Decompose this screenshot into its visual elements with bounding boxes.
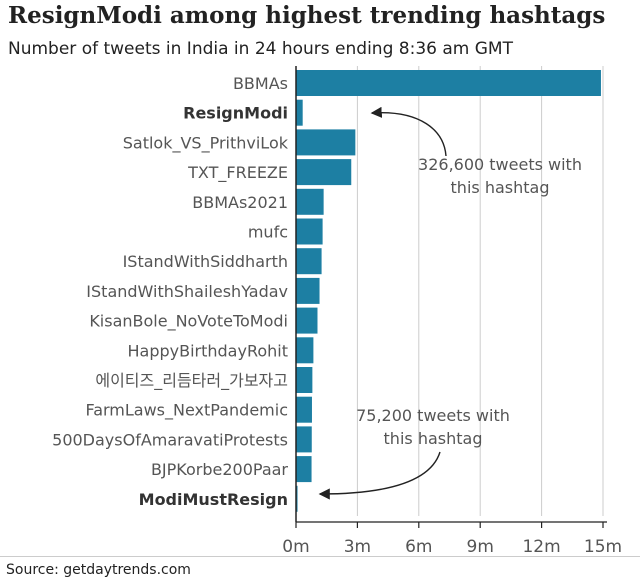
category-label: 500DaysOfAmaravatiProtests xyxy=(52,430,288,449)
bar-chart: BBMAs ResignModi Satlok_VS_PrithviLok TXT_F… xyxy=(52,66,622,556)
category-label: mufc xyxy=(248,223,288,242)
category-label: BJPKorbe200Paar xyxy=(151,460,288,479)
bar-5 xyxy=(296,188,324,215)
annotation-modimustresign-line1: 75,200 tweets with xyxy=(356,406,510,425)
annotation-resignmodi-line1: 326,600 tweets with xyxy=(418,155,582,174)
bar-1 xyxy=(296,70,601,96)
bar-2 xyxy=(296,99,303,126)
source-note: Source: getdaytrends.com xyxy=(6,562,191,578)
x-tick-label: 15m xyxy=(584,537,622,556)
category-label: 에이티즈_리듬타러_가보자고 xyxy=(95,371,288,391)
bars xyxy=(296,70,601,512)
category-label: IStandWithShaileshYadav xyxy=(86,282,288,301)
x-tick-label: 0m xyxy=(282,537,309,556)
footer-divider xyxy=(0,556,640,557)
category-label: ResignModi xyxy=(183,104,288,123)
gridlines xyxy=(356,66,604,516)
annotation-resignmodi-line2: this hashtag xyxy=(451,178,550,197)
bar-4 xyxy=(296,159,352,186)
annotation-resignmodi-arrow xyxy=(370,106,447,157)
category-label: HappyBirthdayRohit xyxy=(127,341,288,360)
annotation-modimustresign-arrow xyxy=(318,451,441,500)
x-tick-label: 6m xyxy=(405,537,432,556)
category-label: Satlok_VS_PrithviLok xyxy=(123,133,289,153)
category-label: BBMAs xyxy=(233,74,288,93)
category-label: TXT_FREEZE xyxy=(187,163,288,183)
bar-14 xyxy=(296,456,312,483)
bar-9 xyxy=(296,307,318,334)
chart-subtitle: Number of tweets in India in 24 hours en… xyxy=(8,39,513,59)
category-labels: BBMAs ResignModi Satlok_VS_PrithviLok TXT_F… xyxy=(52,74,289,509)
x-tick-label: 3m xyxy=(344,537,371,556)
x-tick-label: 9m xyxy=(467,537,494,556)
bar-15 xyxy=(296,485,298,512)
category-label: KisanBole_NoVoteToModi xyxy=(89,312,288,332)
category-label: FarmLaws_NextPandemic xyxy=(85,401,288,421)
bar-6 xyxy=(296,218,323,245)
bar-8 xyxy=(296,277,320,304)
chart-title: ResignModi among highest trending hashta… xyxy=(8,2,606,29)
category-label: BBMAs2021 xyxy=(192,193,288,212)
bar-10 xyxy=(296,337,314,364)
x-tick-label: 12m xyxy=(522,537,560,556)
category-label: ModiMustResign xyxy=(139,490,288,509)
category-label: IStandWithSiddharth xyxy=(123,252,288,271)
bar-7 xyxy=(296,248,322,275)
annotations: 326,600 tweets with this hashtag 75,200 … xyxy=(318,106,582,500)
bar-12 xyxy=(296,396,312,423)
bar-3 xyxy=(296,129,356,156)
bar-13 xyxy=(296,426,312,453)
x-axis: 0m 3m 6m 9m 12m 15m xyxy=(282,66,622,556)
bar-11 xyxy=(296,367,313,393)
annotation-modimustresign-line2: this hashtag xyxy=(384,429,483,448)
